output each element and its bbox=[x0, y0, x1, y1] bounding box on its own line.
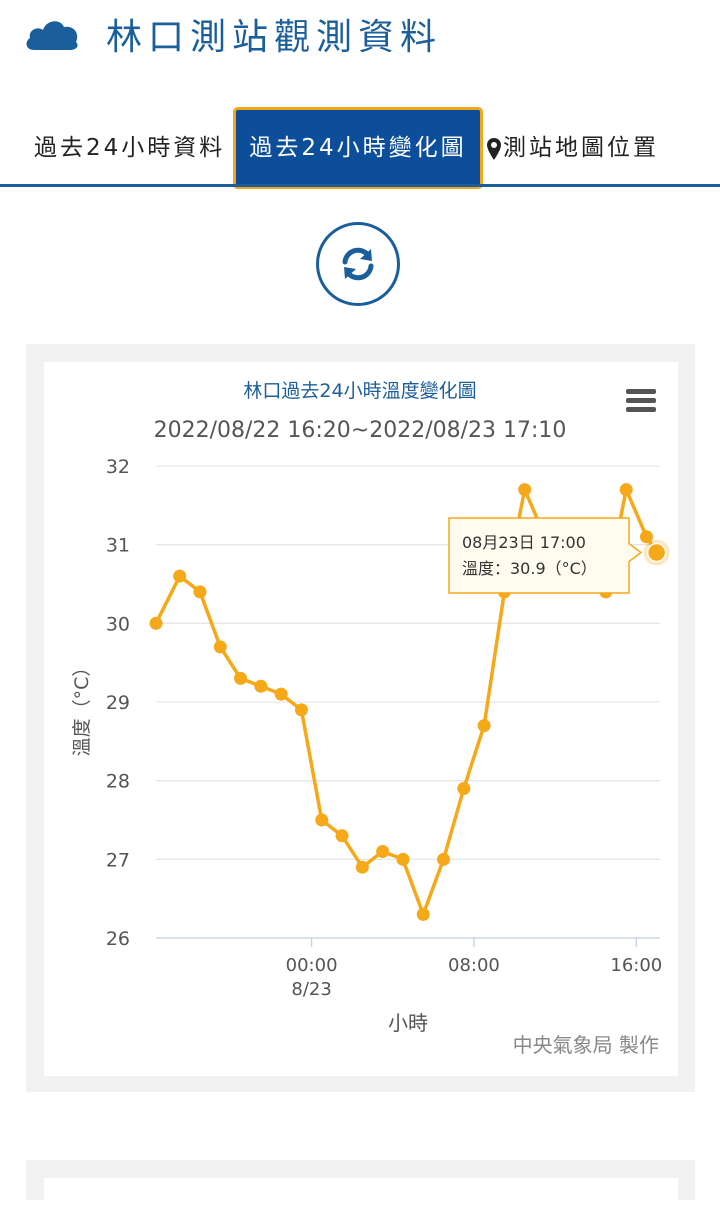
tab-station-map-label: 測站地圖位置 bbox=[503, 135, 659, 161]
tooltip-value: 溫度：30.9（°C） bbox=[462, 559, 597, 578]
y-axis-ticks: 26 27 28 29 30 31 32 bbox=[106, 456, 130, 950]
data-point[interactable] bbox=[355, 860, 369, 874]
tab-bar: 過去24小時資料 過去24小時變化圖 測站地圖位置 bbox=[0, 108, 720, 188]
y-tick-label: 30 bbox=[106, 613, 130, 635]
refresh-button[interactable] bbox=[316, 222, 400, 306]
data-point[interactable] bbox=[173, 569, 187, 583]
data-point[interactable] bbox=[193, 585, 207, 599]
tab-station-map[interactable]: 測站地圖位置 bbox=[487, 108, 659, 184]
chart-subtitle: 2022/08/22 16:20~2022/08/23 17:10 bbox=[154, 418, 567, 443]
x-axis-label: 小時 bbox=[388, 1011, 428, 1035]
x-tick-label: 16:00 bbox=[610, 955, 662, 976]
y-tick-label: 26 bbox=[106, 928, 130, 950]
data-point[interactable] bbox=[149, 616, 163, 630]
y-axis-label: 溫度（°C） bbox=[71, 658, 93, 757]
y-tick-label: 28 bbox=[106, 771, 130, 793]
data-point[interactable] bbox=[376, 844, 390, 858]
chart-title: 林口過去24小時溫度變化圖 bbox=[243, 380, 476, 402]
x-axis-ticks: 00:00 8/23 08:00 16:00 bbox=[286, 938, 662, 1000]
x-tick-label: 00:00 bbox=[286, 955, 338, 976]
map-pin-icon bbox=[487, 137, 501, 160]
chart-card bbox=[44, 362, 678, 1076]
data-point[interactable] bbox=[477, 719, 491, 733]
y-tick-label: 31 bbox=[106, 535, 130, 557]
x-tick-label: 08:00 bbox=[448, 955, 500, 976]
tab-past-24h-chart[interactable]: 過去24小時變化圖 bbox=[236, 110, 480, 186]
tooltip-title: 08月23日 17:00 bbox=[462, 533, 586, 552]
chart-tooltip: 08月23日 17:00 溫度：30.9（°C） bbox=[448, 517, 643, 594]
data-point[interactable] bbox=[315, 813, 329, 827]
refresh-icon bbox=[342, 247, 374, 281]
tab-past-24h-data[interactable]: 過去24小時資料 bbox=[34, 135, 226, 161]
y-tick-label: 29 bbox=[106, 692, 130, 714]
tab-underline bbox=[0, 184, 720, 187]
data-point[interactable] bbox=[457, 782, 471, 796]
data-point[interactable] bbox=[639, 530, 653, 544]
data-point-hover[interactable] bbox=[646, 542, 667, 563]
x-tick-sublabel: 8/23 bbox=[291, 979, 331, 1000]
cloud-icon bbox=[26, 21, 78, 50]
data-point[interactable] bbox=[254, 679, 268, 693]
data-point[interactable] bbox=[274, 687, 288, 701]
data-point[interactable] bbox=[335, 829, 349, 843]
data-point[interactable] bbox=[294, 703, 308, 717]
y-tick-label: 32 bbox=[106, 456, 130, 478]
chart-credit: 中央氣象局 製作 bbox=[513, 1033, 659, 1057]
page-title: 林口測站觀測資料 bbox=[106, 17, 443, 58]
data-point[interactable] bbox=[437, 852, 451, 866]
app-header: 林口測站觀測資料 bbox=[0, 0, 720, 80]
data-point[interactable] bbox=[213, 640, 227, 654]
data-point[interactable] bbox=[234, 671, 248, 685]
y-tick-label: 27 bbox=[106, 849, 130, 871]
data-point[interactable] bbox=[518, 483, 532, 497]
data-point[interactable] bbox=[396, 852, 410, 866]
data-point[interactable] bbox=[416, 907, 430, 921]
chart-menu-icon[interactable] bbox=[626, 389, 656, 412]
data-point[interactable] bbox=[619, 483, 633, 497]
